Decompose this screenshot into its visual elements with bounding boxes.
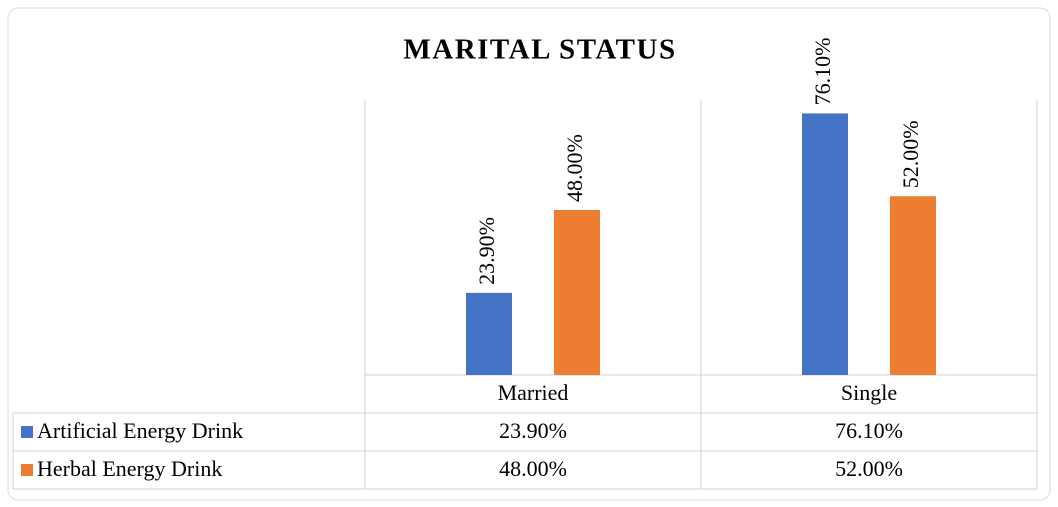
x-tick-label: Married bbox=[498, 380, 569, 405]
data-label: 76.10% bbox=[810, 38, 835, 106]
data-label: 48.00% bbox=[562, 134, 587, 202]
data-label: 23.90% bbox=[474, 217, 499, 285]
chart-title: MARITAL STATUS bbox=[403, 34, 676, 66]
bar bbox=[554, 210, 600, 375]
chart-border bbox=[7, 7, 1051, 501]
bar bbox=[890, 196, 936, 375]
data-label: 52.00% bbox=[898, 120, 923, 188]
legend-key bbox=[21, 426, 33, 438]
table-cell: 23.90% bbox=[499, 418, 567, 443]
x-tick-label: Single bbox=[841, 380, 897, 405]
legend-key bbox=[21, 464, 33, 476]
bar bbox=[802, 113, 848, 375]
bar bbox=[466, 292, 512, 375]
legend-label: Herbal Energy Drink bbox=[37, 456, 222, 481]
table-cell: 48.00% bbox=[499, 456, 567, 481]
table-cell: 52.00% bbox=[835, 456, 903, 481]
table-cell: 76.10% bbox=[835, 418, 903, 443]
legend-label: Artificial Energy Drink bbox=[37, 418, 243, 443]
